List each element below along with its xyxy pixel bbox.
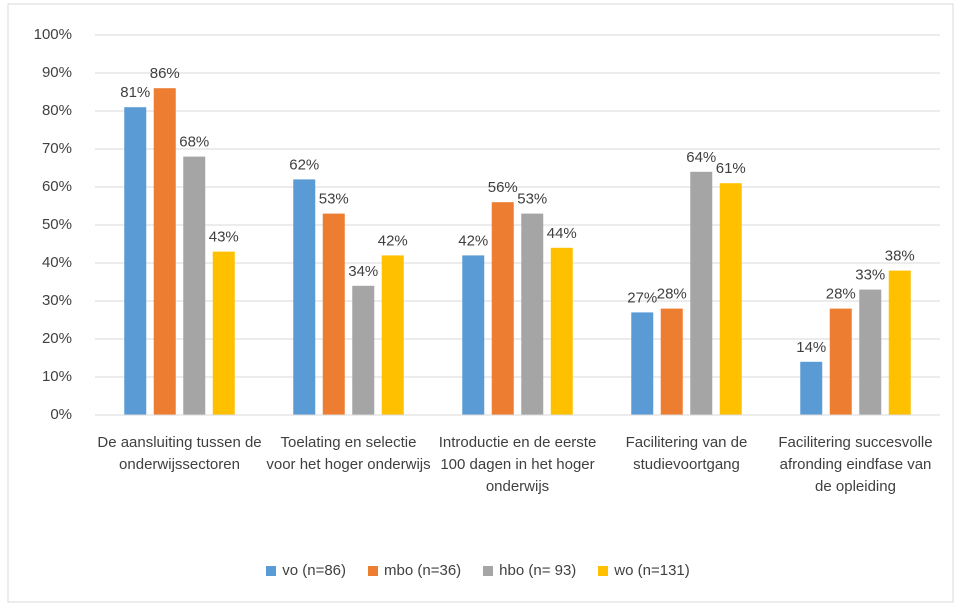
data-label: 53%	[319, 191, 349, 208]
bar	[660, 308, 683, 415]
data-label: 86%	[150, 65, 180, 82]
bar	[491, 202, 514, 415]
data-label: 62%	[289, 156, 319, 173]
bar	[719, 183, 742, 415]
bar	[124, 107, 147, 415]
data-label: 53%	[517, 191, 547, 208]
legend-swatch	[266, 565, 277, 576]
legend-item: mbo (n=36)	[368, 562, 461, 579]
data-label: 61%	[716, 160, 746, 177]
chart-border	[7, 3, 954, 603]
data-label: 81%	[120, 84, 150, 101]
legend-label: wo (n=131)	[614, 562, 690, 579]
legend-swatch	[368, 565, 379, 576]
legend-label: vo (n=86)	[282, 562, 347, 579]
data-label: 28%	[826, 286, 856, 303]
y-tick-label: 20%	[42, 330, 72, 347]
data-label: 56%	[488, 179, 518, 196]
bar	[690, 171, 713, 415]
legend-swatch	[483, 565, 494, 576]
x-tick-label: Toelating en selectie voor het hoger ond…	[266, 434, 431, 473]
legend-label: mbo (n=36)	[384, 562, 462, 579]
legend-item: vo (n=86)	[266, 562, 346, 579]
data-label: 33%	[855, 267, 885, 284]
legend: vo (n=86) mbo (n=36) hbo (n= 93) wo (n=131)	[0, 562, 956, 579]
y-tick-label: 80%	[42, 102, 72, 119]
data-label: 34%	[348, 263, 378, 280]
bar	[153, 88, 176, 415]
bar	[631, 312, 654, 415]
bar	[888, 270, 911, 415]
bar	[859, 289, 882, 415]
bar	[800, 361, 823, 415]
x-tick-label: Facilitering van de studievoortgang	[625, 434, 748, 473]
legend-item: hbo (n= 93)	[483, 562, 576, 579]
data-label: 68%	[179, 134, 209, 151]
y-tick-label: 30%	[42, 292, 72, 309]
legend-label: hbo (n= 93)	[499, 562, 577, 579]
y-tick-label: 70%	[42, 140, 72, 157]
y-tick-label: 50%	[42, 216, 72, 233]
data-label: 64%	[686, 149, 716, 166]
bar	[183, 156, 206, 415]
y-tick-label: 60%	[42, 178, 72, 195]
data-label: 38%	[885, 248, 915, 265]
bar	[212, 251, 235, 415]
bar	[462, 255, 485, 415]
y-tick-label: 40%	[42, 254, 72, 271]
y-tick-label: 10%	[42, 368, 72, 385]
bar	[521, 213, 544, 415]
data-label: 42%	[458, 232, 488, 249]
x-tick-label: Introductie en de eerste 100 dagen in he…	[438, 434, 597, 495]
bar	[550, 247, 573, 415]
bar	[322, 213, 345, 415]
legend-item: wo (n=131)	[598, 562, 690, 579]
bar	[829, 308, 852, 415]
data-label: 28%	[657, 286, 687, 303]
data-label: 27%	[627, 289, 657, 306]
bar	[381, 255, 404, 415]
y-tick-label: 0%	[50, 406, 72, 423]
bar	[352, 285, 375, 415]
x-tick-label: Facilitering succesvolle afronding eindf…	[778, 434, 933, 495]
data-label: 43%	[209, 229, 239, 246]
y-tick-label: 100%	[34, 26, 72, 43]
data-label: 44%	[547, 225, 577, 242]
y-tick-label: 90%	[42, 64, 72, 81]
bar	[293, 179, 316, 415]
data-label: 14%	[796, 339, 826, 356]
x-tick-label: De aansluiting tussen de onderwijssector…	[97, 434, 262, 473]
data-label: 42%	[378, 232, 408, 249]
legend-swatch	[598, 565, 609, 576]
